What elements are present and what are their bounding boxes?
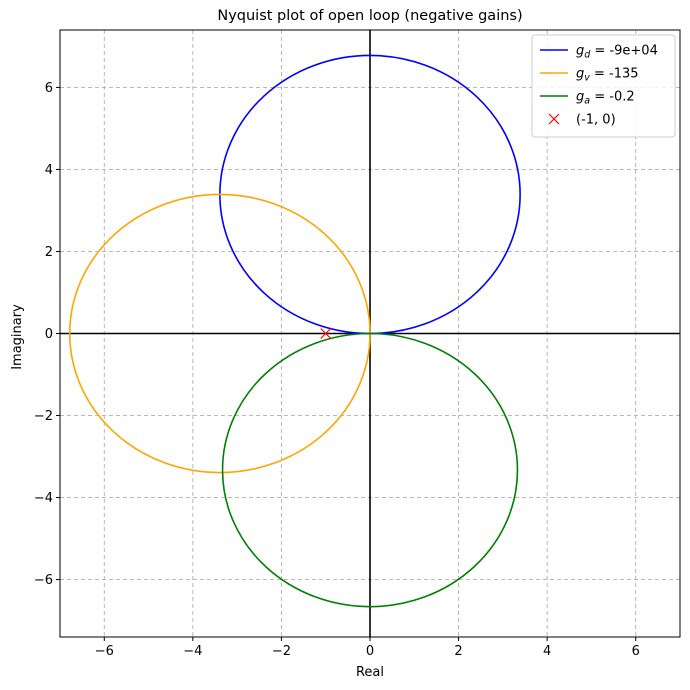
x-tick-label-3: 0: [366, 644, 374, 659]
legend: gd = -9e+04 gv = -135 ga = -0.2 (-1, 0): [531, 34, 676, 138]
legend-label-d: gd = -9e+04: [576, 44, 658, 61]
y-tick-label-5: 4: [45, 163, 53, 178]
critical-point-marker: [320, 328, 332, 339]
y-tick-label-2: −2: [34, 409, 53, 424]
series-group: [68, 54, 521, 608]
legend-swatch-point: [548, 113, 560, 125]
x-tick-label-2: −2: [272, 644, 291, 659]
y-axis-label: Imaginary: [10, 304, 25, 370]
y-tick-label-6: 6: [45, 81, 53, 96]
y-tick-label-0: −6: [34, 573, 53, 588]
legend-label-point: (-1, 0): [576, 113, 616, 128]
y-tick-label-3: 0: [45, 327, 53, 342]
ticks: −6 −4 −2 0 2 4 6 −6 −4 −2 0 2 4 6: [34, 81, 640, 659]
legend-label-a: ga = -0.2: [576, 90, 635, 107]
y-tick-label-1: −4: [34, 491, 53, 506]
x-tick-label-5: 4: [543, 644, 551, 659]
x-tick-label-1: −4: [183, 644, 202, 659]
chart-title: Nyquist plot of open loop (negative gain…: [217, 8, 522, 24]
x-tick-label-4: 2: [454, 644, 462, 659]
x-tick-label-6: 6: [632, 644, 640, 659]
y-tick-label-4: 2: [45, 245, 53, 260]
x-tick-label-0: −6: [95, 644, 114, 659]
legend-label-v: gv = -135: [576, 67, 639, 84]
legend-box: [531, 34, 676, 138]
series-a-curve: [221, 332, 519, 608]
x-axis-label: Real: [356, 665, 384, 680]
